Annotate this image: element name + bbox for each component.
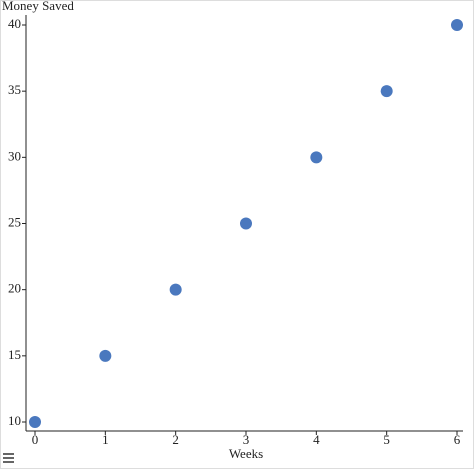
y-tick-label: 40 xyxy=(8,16,21,31)
y-tick-label: 30 xyxy=(8,148,21,163)
x-tick-label: 3 xyxy=(243,432,250,447)
y-tick-label: 10 xyxy=(8,413,21,428)
x-tick-label: 4 xyxy=(313,432,320,447)
x-tick-label: 6 xyxy=(454,432,461,447)
point xyxy=(29,416,41,428)
point xyxy=(240,217,252,230)
y-tick-label: 15 xyxy=(8,347,21,362)
x-tick-label: 5 xyxy=(383,432,390,447)
chart-title: Money Saved xyxy=(2,0,74,13)
point xyxy=(99,349,112,362)
menu-icon[interactable] xyxy=(3,453,14,463)
x-tick-label: 0 xyxy=(32,432,39,447)
x-axis-label: Weeks xyxy=(229,446,263,461)
point xyxy=(380,85,393,98)
y-tick-label: 35 xyxy=(8,82,21,97)
y-tick-label: 20 xyxy=(8,281,21,296)
x-tick-label: 2 xyxy=(172,432,179,447)
point xyxy=(169,283,182,296)
point xyxy=(310,151,323,164)
x-tick-label: 1 xyxy=(102,432,109,447)
y-tick-label: 25 xyxy=(8,214,21,229)
point xyxy=(451,19,463,31)
